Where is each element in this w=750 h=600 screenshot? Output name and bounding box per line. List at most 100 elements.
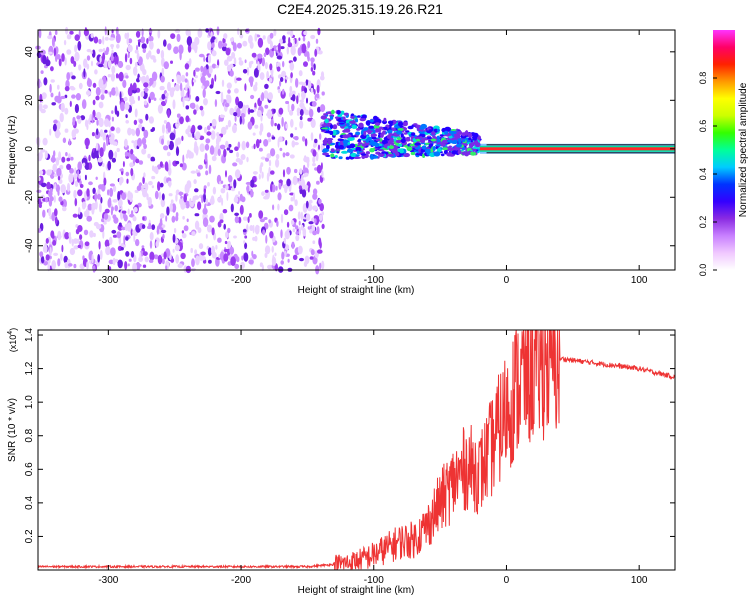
noise-cell <box>48 207 52 217</box>
noise-cell <box>107 59 112 69</box>
noise-cell <box>230 203 234 213</box>
snr-panel: -300 -200 -100 0 100 0.2 0.4 0.6 0.8 1.0 1.2 1.4 He… <box>7 328 676 596</box>
noise-cell <box>303 155 307 163</box>
noise-cell <box>227 89 231 94</box>
y-tick-label: 1.2 <box>24 361 35 375</box>
noise-cell <box>312 230 317 236</box>
noise-cell <box>310 249 315 256</box>
noise-cell <box>304 138 308 147</box>
noise-cell <box>98 38 102 45</box>
noise-cell <box>217 148 221 157</box>
noise-cell <box>109 135 115 145</box>
scatter-cell <box>336 151 340 154</box>
noise-cell <box>303 61 308 67</box>
scatter-cell <box>351 124 358 129</box>
noise-cell <box>294 38 297 45</box>
scatter-cell <box>363 127 369 130</box>
noise-cell <box>161 138 164 145</box>
noise-cell <box>186 149 191 156</box>
noise-cell <box>49 246 52 256</box>
noise-cell <box>160 229 167 234</box>
noise-cell <box>130 168 134 177</box>
noise-cell <box>140 91 145 98</box>
scatter-cell <box>378 153 385 157</box>
noise-cell <box>248 34 253 44</box>
noise-cell <box>194 249 198 255</box>
scatter-cell <box>389 123 393 127</box>
noise-cell <box>225 140 229 148</box>
noise-cell <box>321 170 324 178</box>
scatter-cell <box>324 118 329 124</box>
noise-cell <box>293 142 299 146</box>
noise-cell <box>272 262 276 266</box>
noise-cell <box>238 216 242 224</box>
noise-cell <box>299 168 303 175</box>
noise-cell <box>215 64 219 69</box>
noise-cell <box>59 164 64 170</box>
noise-cell <box>94 69 98 75</box>
scatter-cell <box>461 139 466 142</box>
noise-cell <box>157 29 161 39</box>
scatter-cell <box>428 129 433 133</box>
scatter-cell <box>354 118 359 123</box>
scatter-cell <box>332 129 337 135</box>
noise-cell <box>46 181 51 190</box>
noise-cell <box>271 69 274 78</box>
noise-cell <box>282 152 286 158</box>
noise-cell <box>253 84 258 92</box>
noise-cell <box>167 81 171 92</box>
x-tick-label: 0 <box>504 575 510 586</box>
noise-cell <box>311 101 317 107</box>
noise-cell <box>230 187 236 192</box>
noise-cell <box>79 234 83 240</box>
noise-cell <box>125 64 131 71</box>
noise-cell <box>225 231 229 239</box>
noise-cell <box>285 76 289 80</box>
scatter-cell <box>446 139 453 143</box>
noise-cell <box>78 82 83 90</box>
scatter-cell <box>320 115 327 120</box>
noise-cell <box>319 203 325 212</box>
noise-cell <box>268 219 272 224</box>
noise-cell <box>303 164 306 173</box>
noise-cell <box>50 92 54 98</box>
noise-cell <box>118 199 123 207</box>
noise-cell <box>54 216 58 225</box>
noise-cell <box>211 36 216 40</box>
scatter-cell <box>456 143 462 148</box>
noise-cell <box>48 190 53 198</box>
noise-cell <box>244 242 248 250</box>
noise-cell <box>261 92 265 102</box>
noise-cell <box>276 220 279 228</box>
noise-cell <box>161 193 165 201</box>
noise-cell <box>44 261 48 265</box>
noise-cell <box>112 199 118 203</box>
noise-cell <box>131 140 135 144</box>
noise-cell <box>181 135 184 141</box>
noise-cell <box>290 62 294 70</box>
noise-cell <box>321 260 325 270</box>
noise-cell <box>201 195 204 204</box>
noise-cell <box>232 42 237 52</box>
carrier-core <box>479 147 675 151</box>
noise-cell <box>187 88 190 98</box>
scatter-cell <box>444 130 449 135</box>
noise-cell <box>295 231 299 235</box>
noise-cell <box>64 107 69 115</box>
scatter-cell <box>321 127 328 130</box>
y-tick-label: -40 <box>24 238 35 253</box>
noise-cell <box>242 69 248 74</box>
noise-cell <box>141 75 147 85</box>
noise-cell <box>74 103 79 114</box>
noise-cell <box>212 186 217 195</box>
noise-cell <box>315 38 319 44</box>
noise-cell <box>98 101 104 109</box>
noise-cell <box>236 151 240 158</box>
noise-cell <box>202 217 209 228</box>
noise-cell <box>235 107 241 118</box>
noise-cell <box>313 255 316 264</box>
noise-cell <box>125 114 128 119</box>
noise-cell <box>206 131 212 136</box>
noise-cell <box>206 125 211 131</box>
noise-cell <box>39 93 43 103</box>
